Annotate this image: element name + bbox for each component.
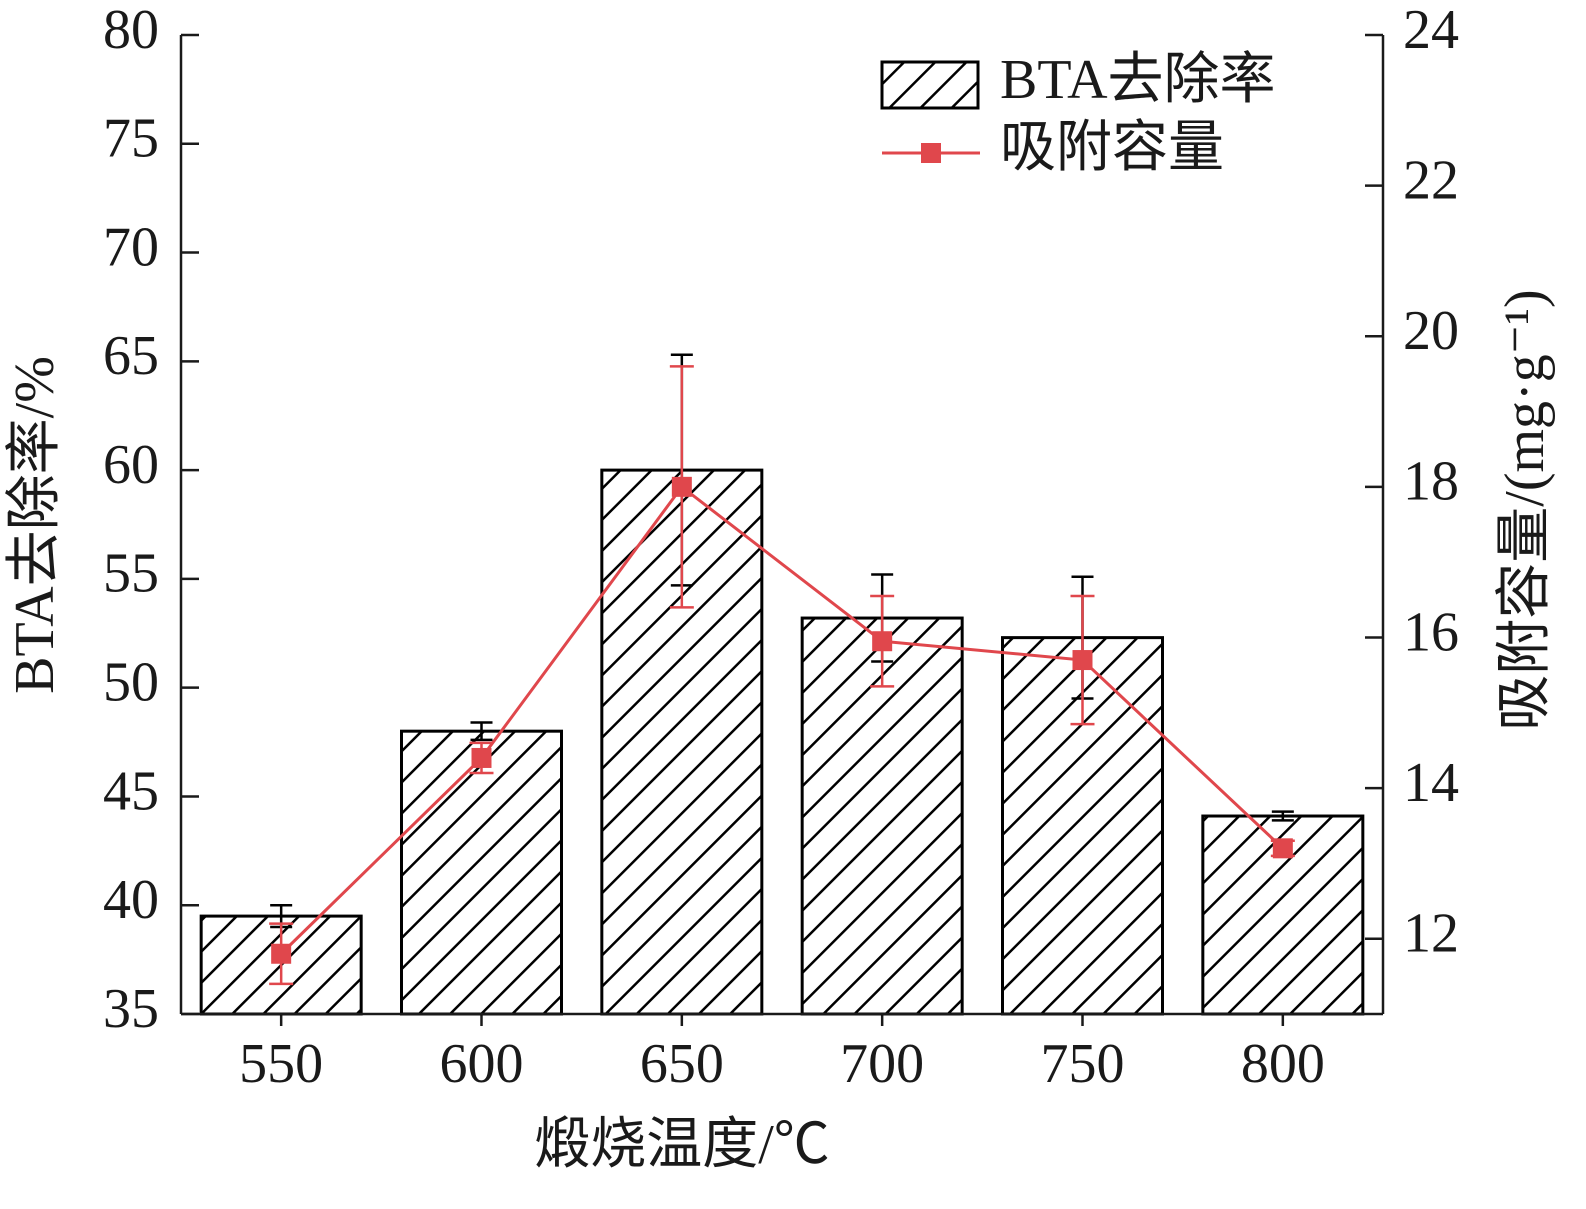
y2-tick-label: 14 <box>1403 752 1459 814</box>
legend-swatch <box>880 60 980 110</box>
marker <box>872 631 893 652</box>
legend-marker <box>921 143 941 163</box>
legend-label: 吸附容量 <box>1000 117 1224 179</box>
x-tick-label: 650 <box>640 1033 724 1095</box>
y-tick-label: 45 <box>103 760 159 822</box>
y2-tick-label: 12 <box>1403 903 1459 965</box>
marker <box>1072 650 1093 671</box>
x-tick-label: 550 <box>239 1033 323 1095</box>
y-tick-label: 40 <box>103 869 159 931</box>
y2-tick-label: 24 <box>1403 0 1459 61</box>
x-tick-label: 800 <box>1241 1033 1325 1095</box>
y2-tick-label: 22 <box>1403 149 1459 211</box>
legend-label: BTA去除率 <box>1000 49 1276 111</box>
marker <box>271 943 292 964</box>
y-tick-label: 60 <box>103 434 159 496</box>
y-axis-label: BTA去除率/% <box>4 356 66 694</box>
line <box>280 484 1284 955</box>
marker <box>671 476 692 497</box>
marker <box>471 747 492 768</box>
y-tick-label: 75 <box>103 108 159 170</box>
marker <box>1272 838 1293 859</box>
y-tick-label: 65 <box>103 325 159 387</box>
y2-axis-label: 吸附容量/(mg·g⁻¹) <box>1494 289 1556 730</box>
y2-tick-label: 18 <box>1403 451 1459 513</box>
x-tick-label: 700 <box>840 1033 924 1095</box>
bar-error <box>1271 810 1294 822</box>
y-tick-label: 50 <box>103 652 159 714</box>
y-tick-label: 55 <box>103 543 159 605</box>
y2-tick-label: 20 <box>1403 300 1459 362</box>
y-tick-label: 70 <box>103 216 159 278</box>
bar-error <box>470 721 493 742</box>
x-tick-label: 600 <box>440 1033 524 1095</box>
x-axis-label: 煅烧温度/℃ <box>534 1114 830 1176</box>
y2-tick-label: 16 <box>1403 601 1459 663</box>
y-tick-label: 35 <box>103 978 159 1040</box>
y-tick-label: 80 <box>103 0 159 61</box>
bar <box>400 729 563 1016</box>
x-tick-label: 750 <box>1041 1033 1125 1095</box>
